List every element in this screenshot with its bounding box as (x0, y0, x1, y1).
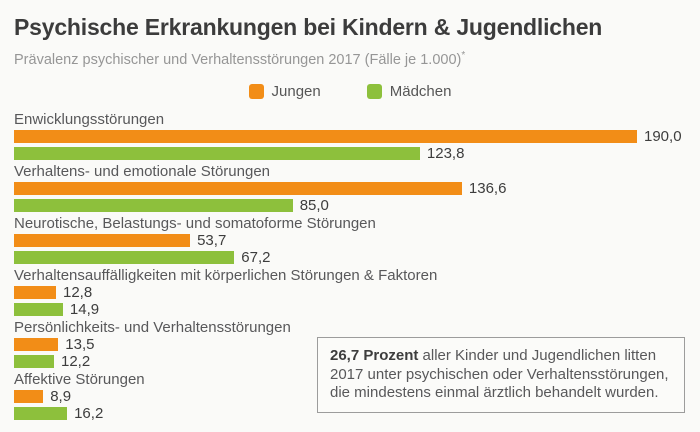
value-label-jungen: 136,6 (468, 179, 507, 197)
category-row: Verhaltensauffälligkeiten mit körperlich… (14, 266, 686, 318)
bar-maedchen (14, 146, 420, 160)
value-label-maedchen: 67,2 (241, 248, 271, 266)
bar-line-maedchen: 85,0 (14, 196, 686, 214)
bar-maedchen (14, 354, 54, 368)
legend-label-maedchen: Mädchen (389, 83, 452, 101)
bar-line-jungen: 13,5 (14, 335, 686, 353)
bar-jungen (14, 337, 59, 351)
category-label: Verhaltensauffälligkeiten mit körperlich… (14, 266, 438, 284)
chart-rows: Enwicklungsstörungen 190,0 123,8 Verhalt… (14, 110, 686, 422)
category-label: Affektive Störungen (14, 370, 145, 388)
infographic: Psychische Erkrankungen bei Kindern & Ju… (14, 14, 686, 422)
legend-item-maedchen: Mädchen (366, 83, 452, 101)
bar-maedchen (14, 406, 68, 420)
value-label-jungen: 8,9 (50, 387, 72, 405)
page-title: Psychische Erkrankungen bei Kindern & Ju… (14, 14, 603, 40)
legend: Jungen Mädchen (14, 83, 686, 101)
bar-line-maedchen: 67,2 (14, 248, 686, 266)
bar-maedchen (14, 250, 235, 264)
bar-line-jungen: 8,9 (14, 387, 686, 405)
footnote-marker: * (461, 50, 466, 61)
chart-subtitle: Prävalenz psychischer und Verhaltensstör… (14, 47, 686, 69)
value-label-maedchen: 85,0 (299, 196, 329, 214)
callout-highlight: 26,7 Prozent (330, 347, 419, 364)
subtitle-text: Prävalenz psychischer und Verhaltensstör… (14, 51, 462, 68)
bar-line-maedchen: 123,8 (14, 144, 686, 162)
bar-line-jungen: 12,8 (14, 283, 686, 301)
legend-label-jungen: Jungen (271, 83, 321, 101)
bar-maedchen (14, 302, 63, 316)
value-label-maedchen: 123,8 (426, 144, 465, 162)
bar-jungen (14, 181, 462, 195)
category-row: Affektive Störungen 8,9 16,2 (14, 370, 686, 422)
bar-line-jungen: 190,0 (14, 127, 686, 145)
category-row: Verhaltens- und emotionale Störungen 136… (14, 162, 686, 214)
bar-line-maedchen: 16,2 (14, 404, 686, 422)
bar-jungen (14, 285, 56, 299)
bar-line-jungen: 136,6 (14, 179, 686, 197)
category-row: Enwicklungsstörungen 190,0 123,8 (14, 110, 686, 162)
bar-maedchen (14, 198, 293, 212)
bar-line-maedchen: 14,9 (14, 300, 686, 318)
legend-swatch-jungen (248, 84, 264, 100)
category-label: Verhaltens- und emotionale Störungen (14, 162, 271, 180)
value-label-jungen: 12,8 (63, 283, 93, 301)
bar-line-maedchen: 12,2 (14, 352, 686, 370)
value-label-maedchen: 12,2 (61, 352, 91, 370)
legend-swatch-maedchen (366, 84, 382, 100)
value-label-jungen: 13,5 (65, 335, 95, 353)
bar-line-jungen: 53,7 (14, 231, 686, 249)
callout-text: aller Kinder und Jugendlichen litten 201… (330, 347, 669, 402)
value-label-jungen: 190,0 (644, 127, 682, 145)
category-label: Persönlichkeits- und Verhaltensstörungen (14, 318, 291, 336)
bar-jungen (14, 129, 637, 143)
category-label: Enwicklungsstörungen (14, 110, 165, 128)
category-row: Neurotische, Belastungs- und somatoforme… (14, 214, 686, 266)
value-label-maedchen: 14,9 (69, 300, 100, 318)
category-label: Neurotische, Belastungs- und somatoforme… (14, 214, 376, 232)
category-row: Persönlichkeits- und Verhaltensstörungen… (14, 318, 686, 370)
bar-jungen (14, 233, 191, 247)
legend-item-jungen: Jungen (248, 83, 321, 101)
value-label-jungen: 53,7 (197, 231, 227, 249)
bar-jungen (14, 389, 44, 403)
callout-box: 26,7 Prozent aller Kinder und Jugendlich… (317, 337, 685, 413)
value-label-maedchen: 16,2 (74, 404, 104, 422)
